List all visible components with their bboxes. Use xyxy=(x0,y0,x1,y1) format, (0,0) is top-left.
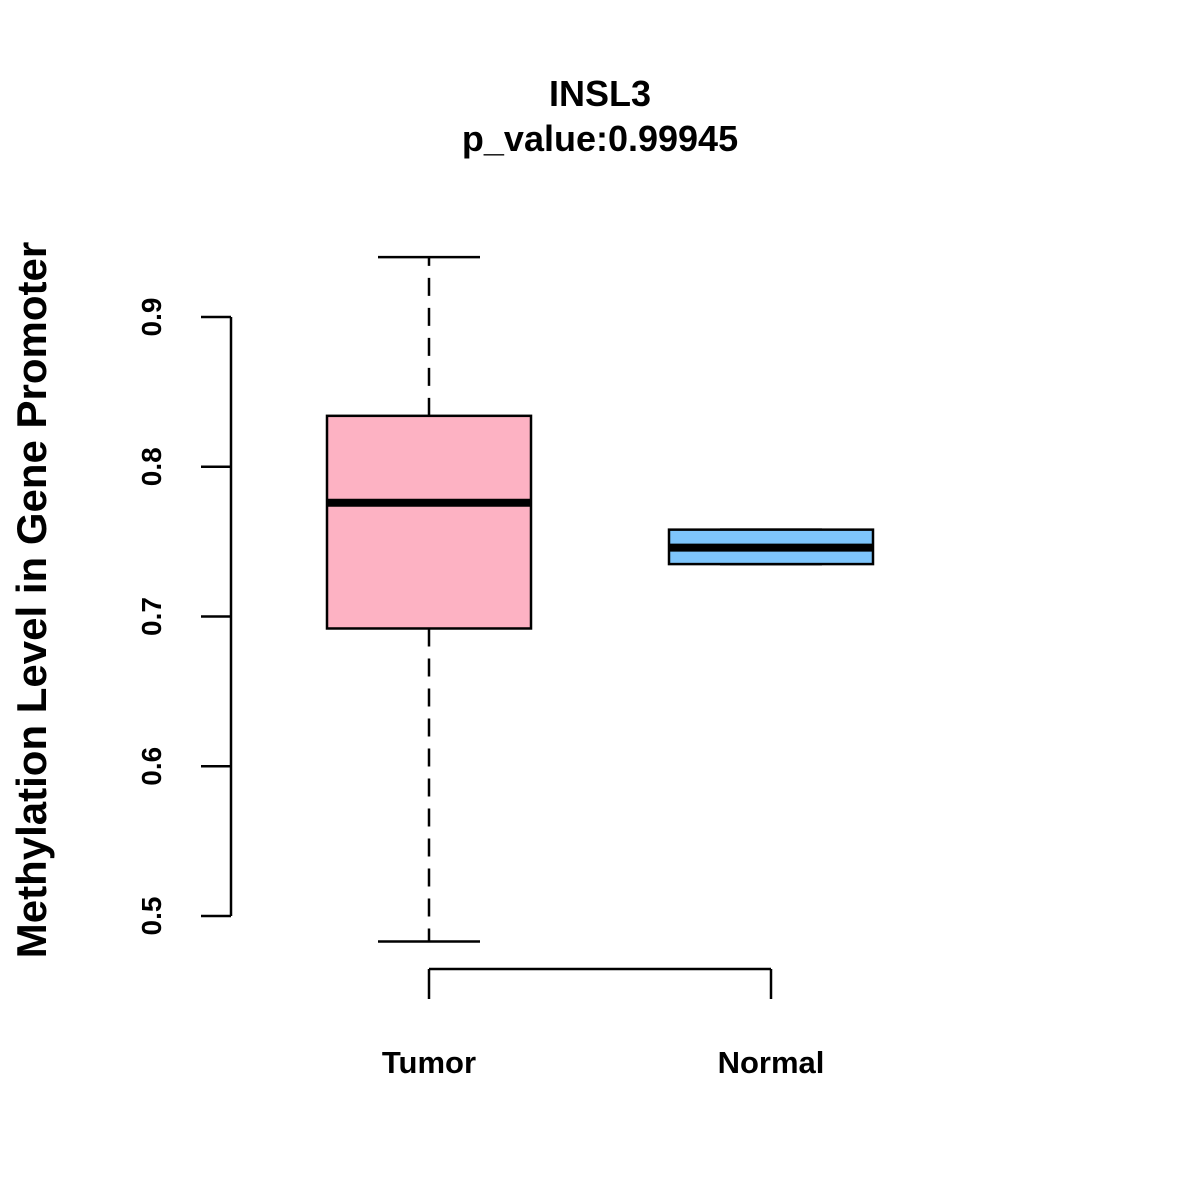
y-axis-label: Methylation Level in Gene Promoter xyxy=(8,242,55,958)
y-tick-label: 0.5 xyxy=(136,897,167,936)
x-tick-label: Tumor xyxy=(382,1045,476,1080)
x-tick-label: Normal xyxy=(718,1045,825,1080)
y-tick-label: 0.8 xyxy=(136,447,167,486)
x-axis: Tumor Normal xyxy=(382,967,825,1080)
boxes-group xyxy=(325,255,875,943)
chart-title: INSL3 xyxy=(549,73,651,114)
box-normal xyxy=(667,528,875,566)
chart-subtitle: p_value:0.99945 xyxy=(462,118,738,159)
y-tick-label: 0.9 xyxy=(136,298,167,337)
y-tick-label: 0.6 xyxy=(136,747,167,786)
y-tick-label: 0.7 xyxy=(136,597,167,636)
box-tumor xyxy=(325,255,533,943)
y-axis: 0.5 0.6 0.7 0.8 0.9 xyxy=(136,298,233,936)
box-rect xyxy=(325,414,533,630)
